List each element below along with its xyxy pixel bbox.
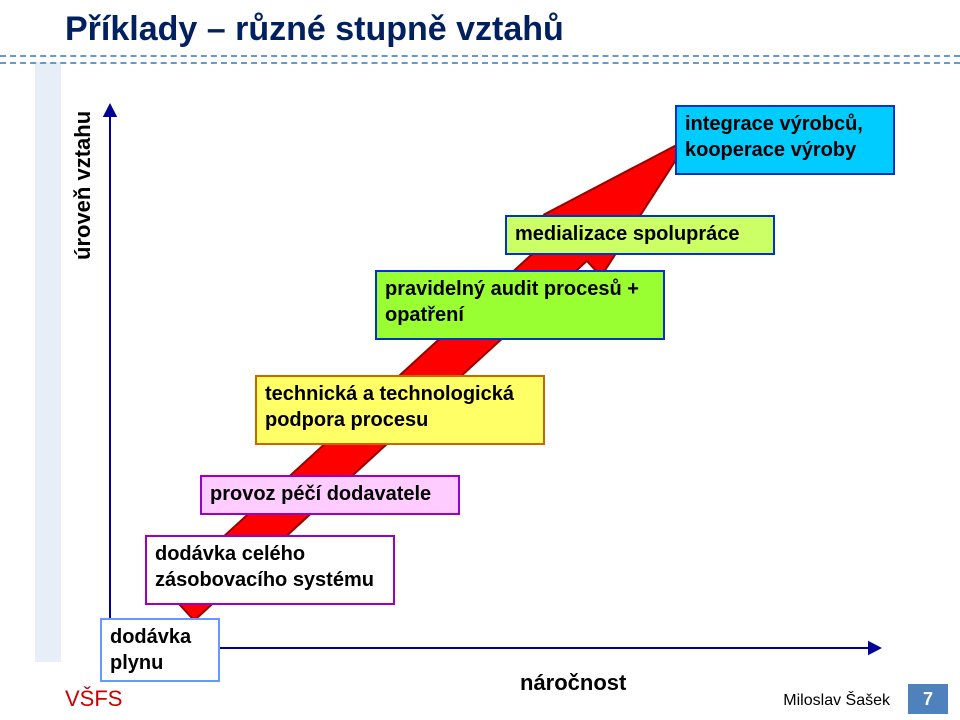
slide-title: Příklady – různé stupně vztahů	[65, 10, 564, 49]
footer-author: Miloslav Šašek	[783, 692, 890, 710]
left-accent-bar	[35, 62, 61, 662]
x-axis-label: náročnost	[520, 670, 626, 696]
box-medializace: medializace spolupráce	[505, 215, 775, 255]
dashed-line-top	[0, 55, 960, 57]
dashed-line-bottom	[0, 62, 960, 64]
box-integrace: integrace výrobců,kooperace výroby	[675, 105, 895, 175]
box-plyn: dodávkaplynu	[100, 618, 220, 682]
page-number: 7	[908, 684, 948, 714]
y-axis-label: úroveň vztahu	[70, 111, 96, 260]
footer-left: VŠFS	[65, 686, 122, 712]
box-zasobovaci: dodávka celéhozásobovacího systému	[145, 535, 395, 605]
slide-root: Příklady – různé stupně vztahů integrace…	[0, 0, 960, 720]
box-technicka: technická a technologickápodpora procesu	[255, 375, 545, 445]
box-provoz: provoz péčí dodavatele	[200, 475, 460, 515]
box-audit: pravidelný audit procesů +opatření	[375, 270, 665, 340]
